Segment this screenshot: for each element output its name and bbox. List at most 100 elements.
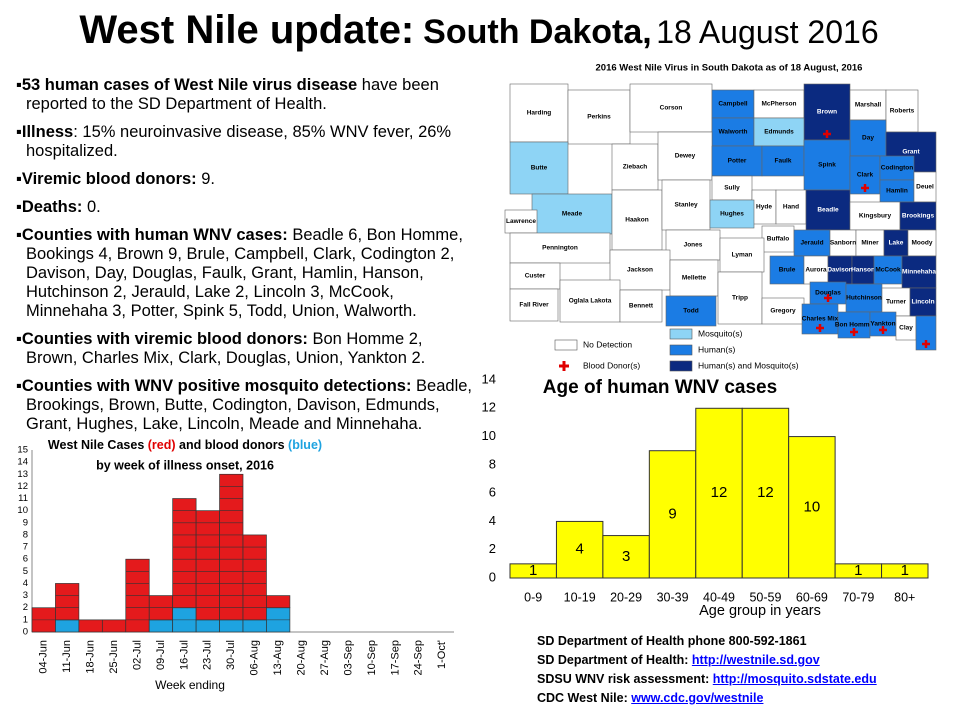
- bar-segment: [172, 498, 197, 609]
- data-label: 12: [711, 484, 728, 501]
- x-tick-label: 23-Jul: [202, 640, 214, 670]
- county-label: Faulk: [775, 158, 792, 165]
- county: [509, 262, 561, 290]
- county-label: Tripp: [732, 295, 748, 302]
- y-tick-label: 7: [23, 542, 28, 553]
- x-tick-label: 24-Sep: [413, 640, 425, 675]
- county-label: Sully: [724, 185, 740, 192]
- y-tick-label: 14: [17, 457, 28, 468]
- donor-cross: [823, 130, 831, 138]
- bullet-lead: Deaths:: [21, 198, 83, 216]
- county-label: Meade: [562, 211, 583, 218]
- x-tick-label: 60-69: [796, 590, 828, 604]
- x-tick-label: 03-Sep: [342, 640, 354, 675]
- legend-swatch: [669, 360, 693, 372]
- footer-line: SD Department of Health phone 800-592-18…: [537, 632, 877, 651]
- chart-title: Age of human WNV cases: [543, 377, 777, 398]
- county-label: Moody: [912, 240, 933, 247]
- y-tick-label: 10: [17, 505, 28, 516]
- bar-segment: [148, 619, 174, 633]
- x-tick-label: 27-Aug: [319, 640, 331, 675]
- y-tick-label: 5: [23, 566, 28, 577]
- county-label: Edmunds: [764, 129, 794, 136]
- x-tick-label: 1-Oct': [436, 640, 448, 669]
- footer-line: SD Department of Health: http://westnile…: [537, 651, 877, 670]
- data-label: 1: [901, 562, 909, 579]
- county: [753, 117, 805, 147]
- bullet-text: 9.: [196, 170, 216, 188]
- x-tick-label: 80+: [894, 590, 915, 604]
- bar-segment: [55, 619, 80, 633]
- y-tick-label: 12: [482, 400, 496, 415]
- footer-link[interactable]: www.cdc.gov/westnile: [631, 691, 764, 705]
- bullet-text: 0.: [82, 198, 101, 216]
- county-label: Lyman: [732, 252, 753, 259]
- county-label: Hutchinson: [846, 295, 882, 302]
- bullet: ▪Counties with human WNV cases: Beadle 6…: [16, 226, 463, 320]
- x-tick-label: 40-49: [703, 590, 735, 604]
- county-label: Codington: [881, 165, 914, 172]
- bar-segment: [55, 583, 80, 621]
- x-axis-label: Week ending: [155, 678, 225, 692]
- bullet-lead: Counties with WNV positive mosquito dete…: [21, 377, 412, 395]
- footer-line: CDC West Nile: www.cdc.gov/westnile: [537, 689, 877, 708]
- legend-label: Human(s): [698, 344, 735, 354]
- y-tick-label: 10: [482, 428, 496, 443]
- bullet-text: Bon Homme 2, Brown, Charles Mix, Clark, …: [26, 330, 426, 367]
- x-tick-label: 09-Jul: [155, 640, 167, 670]
- x-tick-label: 20-Aug: [296, 640, 308, 675]
- chart-title: West Nile Cases (red) and blood donors (…: [48, 438, 322, 452]
- title-part: (blue): [288, 438, 322, 452]
- title-main: West Nile update:: [79, 8, 415, 52]
- county-label: Grant: [902, 149, 920, 156]
- y-tick-label: 6: [489, 485, 496, 500]
- data-label: 9: [668, 505, 676, 522]
- legend-cross: [559, 361, 569, 371]
- county-label: Spink: [818, 162, 836, 169]
- x-tick-label: 70-79: [842, 590, 874, 604]
- x-tick-label: 06-Aug: [249, 640, 261, 675]
- y-tick-label: 13: [17, 469, 28, 480]
- bullet-text: Beadle, Brookings, Brown, Butte, Codingt…: [26, 377, 473, 433]
- bar-segment: [101, 619, 127, 633]
- y-tick-label: 4: [489, 513, 496, 528]
- footer-link[interactable]: http://mosquito.sdstate.edu: [712, 672, 877, 686]
- bar-segment: [195, 619, 220, 633]
- county: [619, 289, 663, 323]
- county-label: Lawrence: [506, 218, 536, 225]
- county-label: McPherson: [761, 101, 796, 108]
- county-label: Oglala Lakota: [569, 298, 612, 305]
- county-label: Lake: [889, 240, 904, 247]
- county-label: Minnehaha: [902, 269, 936, 276]
- legend-label: Blood Donor(s): [583, 360, 640, 370]
- bar: [648, 450, 697, 579]
- footer: SD Department of Health phone 800-592-18…: [537, 632, 877, 708]
- x-tick-label: 04-Jun: [38, 640, 50, 674]
- county-label: Clay: [899, 325, 913, 332]
- y-tick-label: 8: [23, 529, 28, 540]
- county: [751, 189, 777, 225]
- county: [711, 175, 753, 201]
- bullet-lead: Counties with viremic blood donors:: [21, 330, 308, 348]
- y-tick-label: 11: [18, 493, 28, 504]
- bar-segment: [266, 595, 291, 609]
- county-label: Ziebach: [623, 164, 648, 171]
- x-tick-label: 20-29: [610, 590, 642, 604]
- county: [899, 201, 937, 231]
- footer-link[interactable]: http://westnile.sd.gov: [691, 653, 820, 667]
- county-label: Harding: [527, 110, 552, 117]
- county-label: Butte: [531, 165, 548, 172]
- county-label: Gregory: [770, 308, 796, 315]
- chart-subtitle: by week of illness onset, 2016: [96, 458, 274, 472]
- county: [885, 89, 919, 133]
- y-tick-label: 15: [17, 445, 28, 456]
- bullet-text: have been reported to the SD Department …: [26, 76, 439, 113]
- x-tick-label: 10-Sep: [366, 640, 378, 675]
- data-label: 10: [804, 498, 821, 515]
- county-label: Campbell: [718, 101, 747, 108]
- bar: [788, 436, 836, 579]
- bar: [602, 535, 650, 579]
- county: [611, 189, 663, 251]
